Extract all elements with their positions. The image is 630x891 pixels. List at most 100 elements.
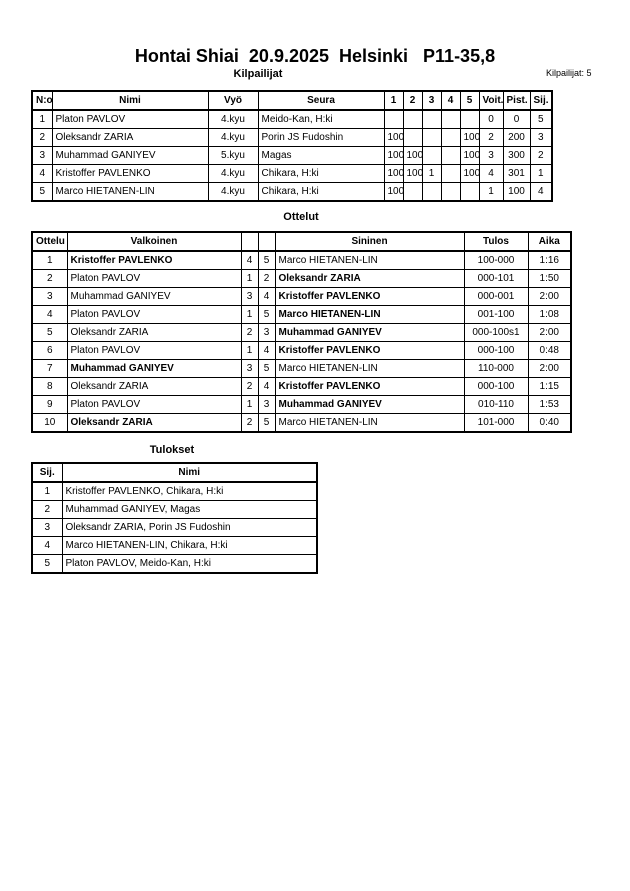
cell: 1 <box>240 395 259 414</box>
cell: 5 <box>31 554 63 574</box>
cell: Kristoffer PAVLENKO <box>51 164 209 183</box>
cell: Muhammad GANIYEV <box>66 359 242 378</box>
cell: 1:53 <box>527 395 572 414</box>
cell: 1 <box>240 341 259 360</box>
match-row: 2 Platon PAVLOV 1 2 Oleksandr ZARIA 000-101 1:… <box>31 269 572 288</box>
competitor-row: 5 Marco HIETANEN-LIN 4.kyu Chikara, H:ki 100… <box>31 182 553 202</box>
cell: 100 <box>383 164 404 183</box>
cell: 1 <box>240 305 259 324</box>
cell: 3 <box>257 395 276 414</box>
column-header: Pist. <box>502 90 531 111</box>
column-header: Sininen <box>274 231 465 252</box>
column-header: Sij. <box>31 462 63 483</box>
cell: 6 <box>31 341 68 360</box>
cell: Marco HIETANEN-LIN <box>51 182 209 202</box>
cell: 5 <box>257 413 276 433</box>
header-row: Ottelu Valkoinen Sininen Tulos Aika <box>31 231 572 252</box>
results-title: Tulokset <box>149 444 195 456</box>
column-header: Aika <box>527 231 572 252</box>
cell: 5 <box>31 323 68 342</box>
cell: 2 <box>31 128 53 147</box>
column-header: Nimi <box>51 90 209 111</box>
cell: 100 <box>459 146 480 165</box>
cell: 101-000 <box>463 413 529 433</box>
cell: Marco HIETANEN-LIN <box>274 305 465 324</box>
cell: Muhammad GANIYEV <box>51 146 209 165</box>
cell: Meido-Kan, H:ki <box>257 109 385 129</box>
title: Hontai Shiai 20.9.2025 Helsinki P11-35,8 <box>134 46 496 66</box>
cell: 100 <box>402 146 423 165</box>
cell: 3 <box>257 323 276 342</box>
competitors-table: N:o Nimi Vyö Seura 1 2 3 4 5 Voit. Pist. Sij. 1 Plato… <box>31 90 553 202</box>
competitor-row: 2 Oleksandr ZARIA 4.kyu Porin JS Fudoshin 10… <box>31 128 553 147</box>
cell: Marco HIETANEN-LIN <box>274 413 465 433</box>
cell: 300 <box>502 146 531 165</box>
column-header: Nimi <box>61 462 318 483</box>
cell: 1:50 <box>527 269 572 288</box>
cell: 100 <box>459 164 480 183</box>
cell <box>440 146 461 165</box>
cell: Marco HIETANEN-LIN <box>274 250 465 270</box>
cell: 000-100s1 <box>463 323 529 342</box>
cell: 000-100 <box>463 341 529 360</box>
cell: 2:00 <box>527 359 572 378</box>
cell: 5 <box>257 250 276 270</box>
cell: 4.kyu <box>207 164 259 183</box>
cell: 4.kyu <box>207 128 259 147</box>
match-row: 3 Muhammad GANIYEV 3 4 Kristoffer PAVLENKO 00… <box>31 287 572 306</box>
match-row: 5 Oleksandr ZARIA 2 3 Muhammad GANIYEV 000-10… <box>31 323 572 342</box>
cell: Oleksandr ZARIA <box>274 269 465 288</box>
cell: Platon PAVLOV <box>51 109 209 129</box>
cell: Magas <box>257 146 385 165</box>
cell: 8 <box>31 377 68 396</box>
match-row: 9 Platon PAVLOV 1 3 Muhammad GANIYEV 010-110 1… <box>31 395 572 414</box>
cell <box>383 109 404 129</box>
cell: 100 <box>383 146 404 165</box>
cell: Marco HIETANEN-LIN, Chikara, H:ki <box>61 536 318 555</box>
cell <box>459 109 480 129</box>
cell: Oleksandr ZARIA <box>66 377 242 396</box>
cell <box>440 164 461 183</box>
cell <box>440 182 461 202</box>
result-row: 2 Muhammad GANIYEV, Magas <box>31 500 318 519</box>
cell: 2 <box>240 413 259 433</box>
cell: Platon PAVLOV <box>66 305 242 324</box>
cell: 5 <box>31 182 53 202</box>
cell: 000-100 <box>463 377 529 396</box>
cell: 000-101 <box>463 269 529 288</box>
result-row: 3 Oleksandr ZARIA, Porin JS Fudoshin <box>31 518 318 537</box>
cell: Oleksandr ZARIA <box>66 323 242 342</box>
match-row: 8 Oleksandr ZARIA 2 4 Kristoffer PAVLENKO 000… <box>31 377 572 396</box>
column-header <box>240 231 259 252</box>
cell: 100-000 <box>463 250 529 270</box>
cell: Platon PAVLOV, Meido-Kan, H:ki <box>61 554 318 574</box>
cell: 1 <box>529 164 553 183</box>
cell: 1 <box>240 269 259 288</box>
cell: Muhammad GANIYEV <box>66 287 242 306</box>
cell: 010-110 <box>463 395 529 414</box>
cell: 0:48 <box>527 341 572 360</box>
cell: 4 <box>257 341 276 360</box>
cell <box>459 182 480 202</box>
cell: Platon PAVLOV <box>66 395 242 414</box>
match-row: 4 Platon PAVLOV 1 5 Marco HIETANEN-LIN 001-10… <box>31 305 572 324</box>
competitor-row: 3 Muhammad GANIYEV 5.kyu Magas 100 100 100 3 300… <box>31 146 553 165</box>
results-table: Sij. Nimi 1 Kristoffer PAVLENKO, Chikara, H… <box>31 462 318 574</box>
cell: 4 <box>478 164 504 183</box>
column-header: 2 <box>402 90 423 111</box>
cell: 1 <box>31 109 53 129</box>
cell: 001-100 <box>463 305 529 324</box>
cell: Kristoffer PAVLENKO <box>274 287 465 306</box>
column-header: 1 <box>383 90 404 111</box>
cell <box>440 128 461 147</box>
cell: 110-000 <box>463 359 529 378</box>
cell: 4 <box>31 305 68 324</box>
result-row: 1 Kristoffer PAVLENKO, Chikara, H:ki <box>31 481 318 501</box>
cell: Kristoffer PAVLENKO <box>66 250 242 270</box>
cell: 2 <box>240 323 259 342</box>
cell <box>421 109 442 129</box>
cell <box>402 182 423 202</box>
match-row: 7 Muhammad GANIYEV 3 5 Marco HIETANEN-LIN 110… <box>31 359 572 378</box>
cell: Muhammad GANIYEV, Magas <box>61 500 318 519</box>
column-header: Sij. <box>529 90 553 111</box>
